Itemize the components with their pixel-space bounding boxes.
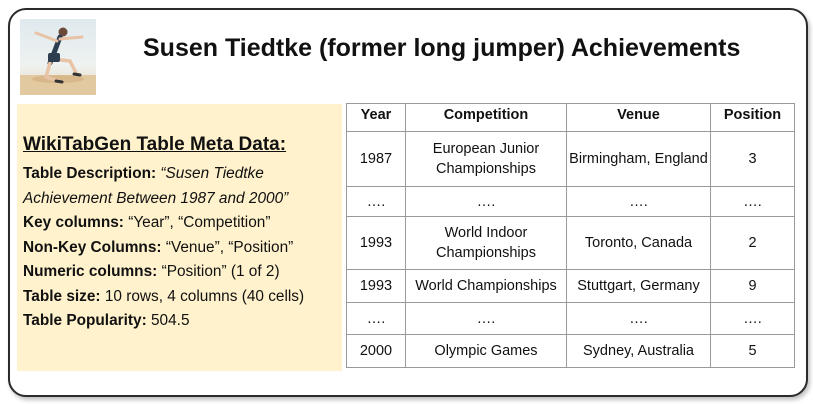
meta-data-panel: WikiTabGen Table Meta Data: Table Descri… — [17, 104, 342, 371]
table-row: …. …. …. …. — [346, 302, 795, 335]
meta-table-size: Table size: 10 rows, 4 columns (40 cells… — [23, 285, 341, 310]
meta-key-columns: Key columns: “Year”, “Competition” — [23, 211, 341, 236]
nonkey-columns-label: Non-Key Columns: — [23, 238, 162, 256]
table-row: 2000 Olympic Games Sydney, Australia 5 — [346, 334, 795, 368]
cell-position: …. — [710, 186, 795, 217]
page-title: Susen Tiedtke (former long jumper) Achie… — [143, 34, 741, 62]
meta-nonkey-columns: Non-Key Columns: “Venue”, “Position” — [23, 236, 341, 261]
table-row: 1987 European Junior Championships Birmi… — [346, 131, 795, 187]
numeric-columns-value: “Position” (1 of 2) — [161, 263, 280, 280]
cell-year: 2000 — [346, 334, 406, 368]
meta-description: Table Description: “Susen Tiedtke — [23, 162, 341, 187]
header-competition: Competition — [405, 103, 567, 132]
cell-competition: World Championships — [405, 269, 567, 303]
table-size-label: Table size: — [23, 287, 101, 305]
description-line1: “Susen Tiedtke — [160, 165, 264, 182]
cell-competition: …. — [405, 302, 567, 335]
key-columns-value: “Year”, “Competition” — [128, 214, 271, 231]
cell-year: 1993 — [346, 216, 406, 270]
nonkey-columns-value: “Venue”, “Position” — [165, 238, 294, 256]
table-row: …. …. …. …. — [346, 186, 795, 217]
cell-position: 5 — [710, 334, 795, 368]
table-row: 1993 World Championships Stuttgart, Germ… — [346, 269, 795, 303]
cell-year: …. — [346, 302, 406, 335]
cell-year: …. — [346, 186, 406, 217]
meta-lines: Table Description: “Susen Tiedtke Achiev… — [23, 162, 341, 334]
numeric-columns-label: Numeric columns: — [23, 263, 158, 280]
header-venue: Venue — [566, 103, 711, 132]
meta-description-cont: Achievement Between 1987 and 2000” — [23, 187, 341, 212]
meta-popularity: Table Popularity: 504.5 — [23, 309, 341, 334]
achievements-table: Year Competition Venue Position 1987 Eur… — [346, 103, 795, 368]
cell-venue: Stuttgart, Germany — [566, 269, 711, 303]
description-line2: Achievement Between 1987 and 2000” — [23, 189, 289, 207]
meta-heading: WikiTabGen Table Meta Data: — [23, 134, 287, 155]
cell-position: 2 — [710, 216, 795, 270]
cell-venue: Toronto, Canada — [566, 216, 711, 270]
key-columns-label: Key columns: — [23, 214, 124, 231]
cell-position: 3 — [710, 131, 795, 187]
cell-venue: Birmingham, England — [566, 131, 711, 187]
cell-venue: …. — [566, 302, 711, 335]
popularity-value: 504.5 — [151, 312, 190, 329]
header-year: Year — [346, 103, 406, 132]
header-position: Position — [710, 103, 795, 132]
table-size-value: 10 rows, 4 columns (40 cells) — [104, 287, 305, 305]
table-header-row: Year Competition Venue Position — [346, 103, 795, 132]
cell-competition: European Junior Championships — [405, 131, 567, 187]
long-jumper-icon — [20, 19, 96, 95]
cell-venue: Sydney, Australia — [566, 334, 711, 368]
cell-year: 1987 — [346, 131, 406, 187]
cell-position: …. — [710, 302, 795, 335]
cell-year: 1993 — [346, 269, 406, 303]
cell-venue: …. — [566, 186, 711, 217]
cell-competition: World Indoor Championships — [405, 216, 567, 270]
cell-competition: …. — [405, 186, 567, 217]
cell-competition: Olympic Games — [405, 334, 567, 368]
cell-position: 9 — [710, 269, 795, 303]
table-row: 1993 World Indoor Championships Toronto,… — [346, 216, 795, 270]
popularity-label: Table Popularity: — [23, 312, 147, 329]
meta-numeric-columns: Numeric columns: “Position” (1 of 2) — [23, 260, 341, 285]
description-label: Table Description: — [23, 165, 157, 182]
